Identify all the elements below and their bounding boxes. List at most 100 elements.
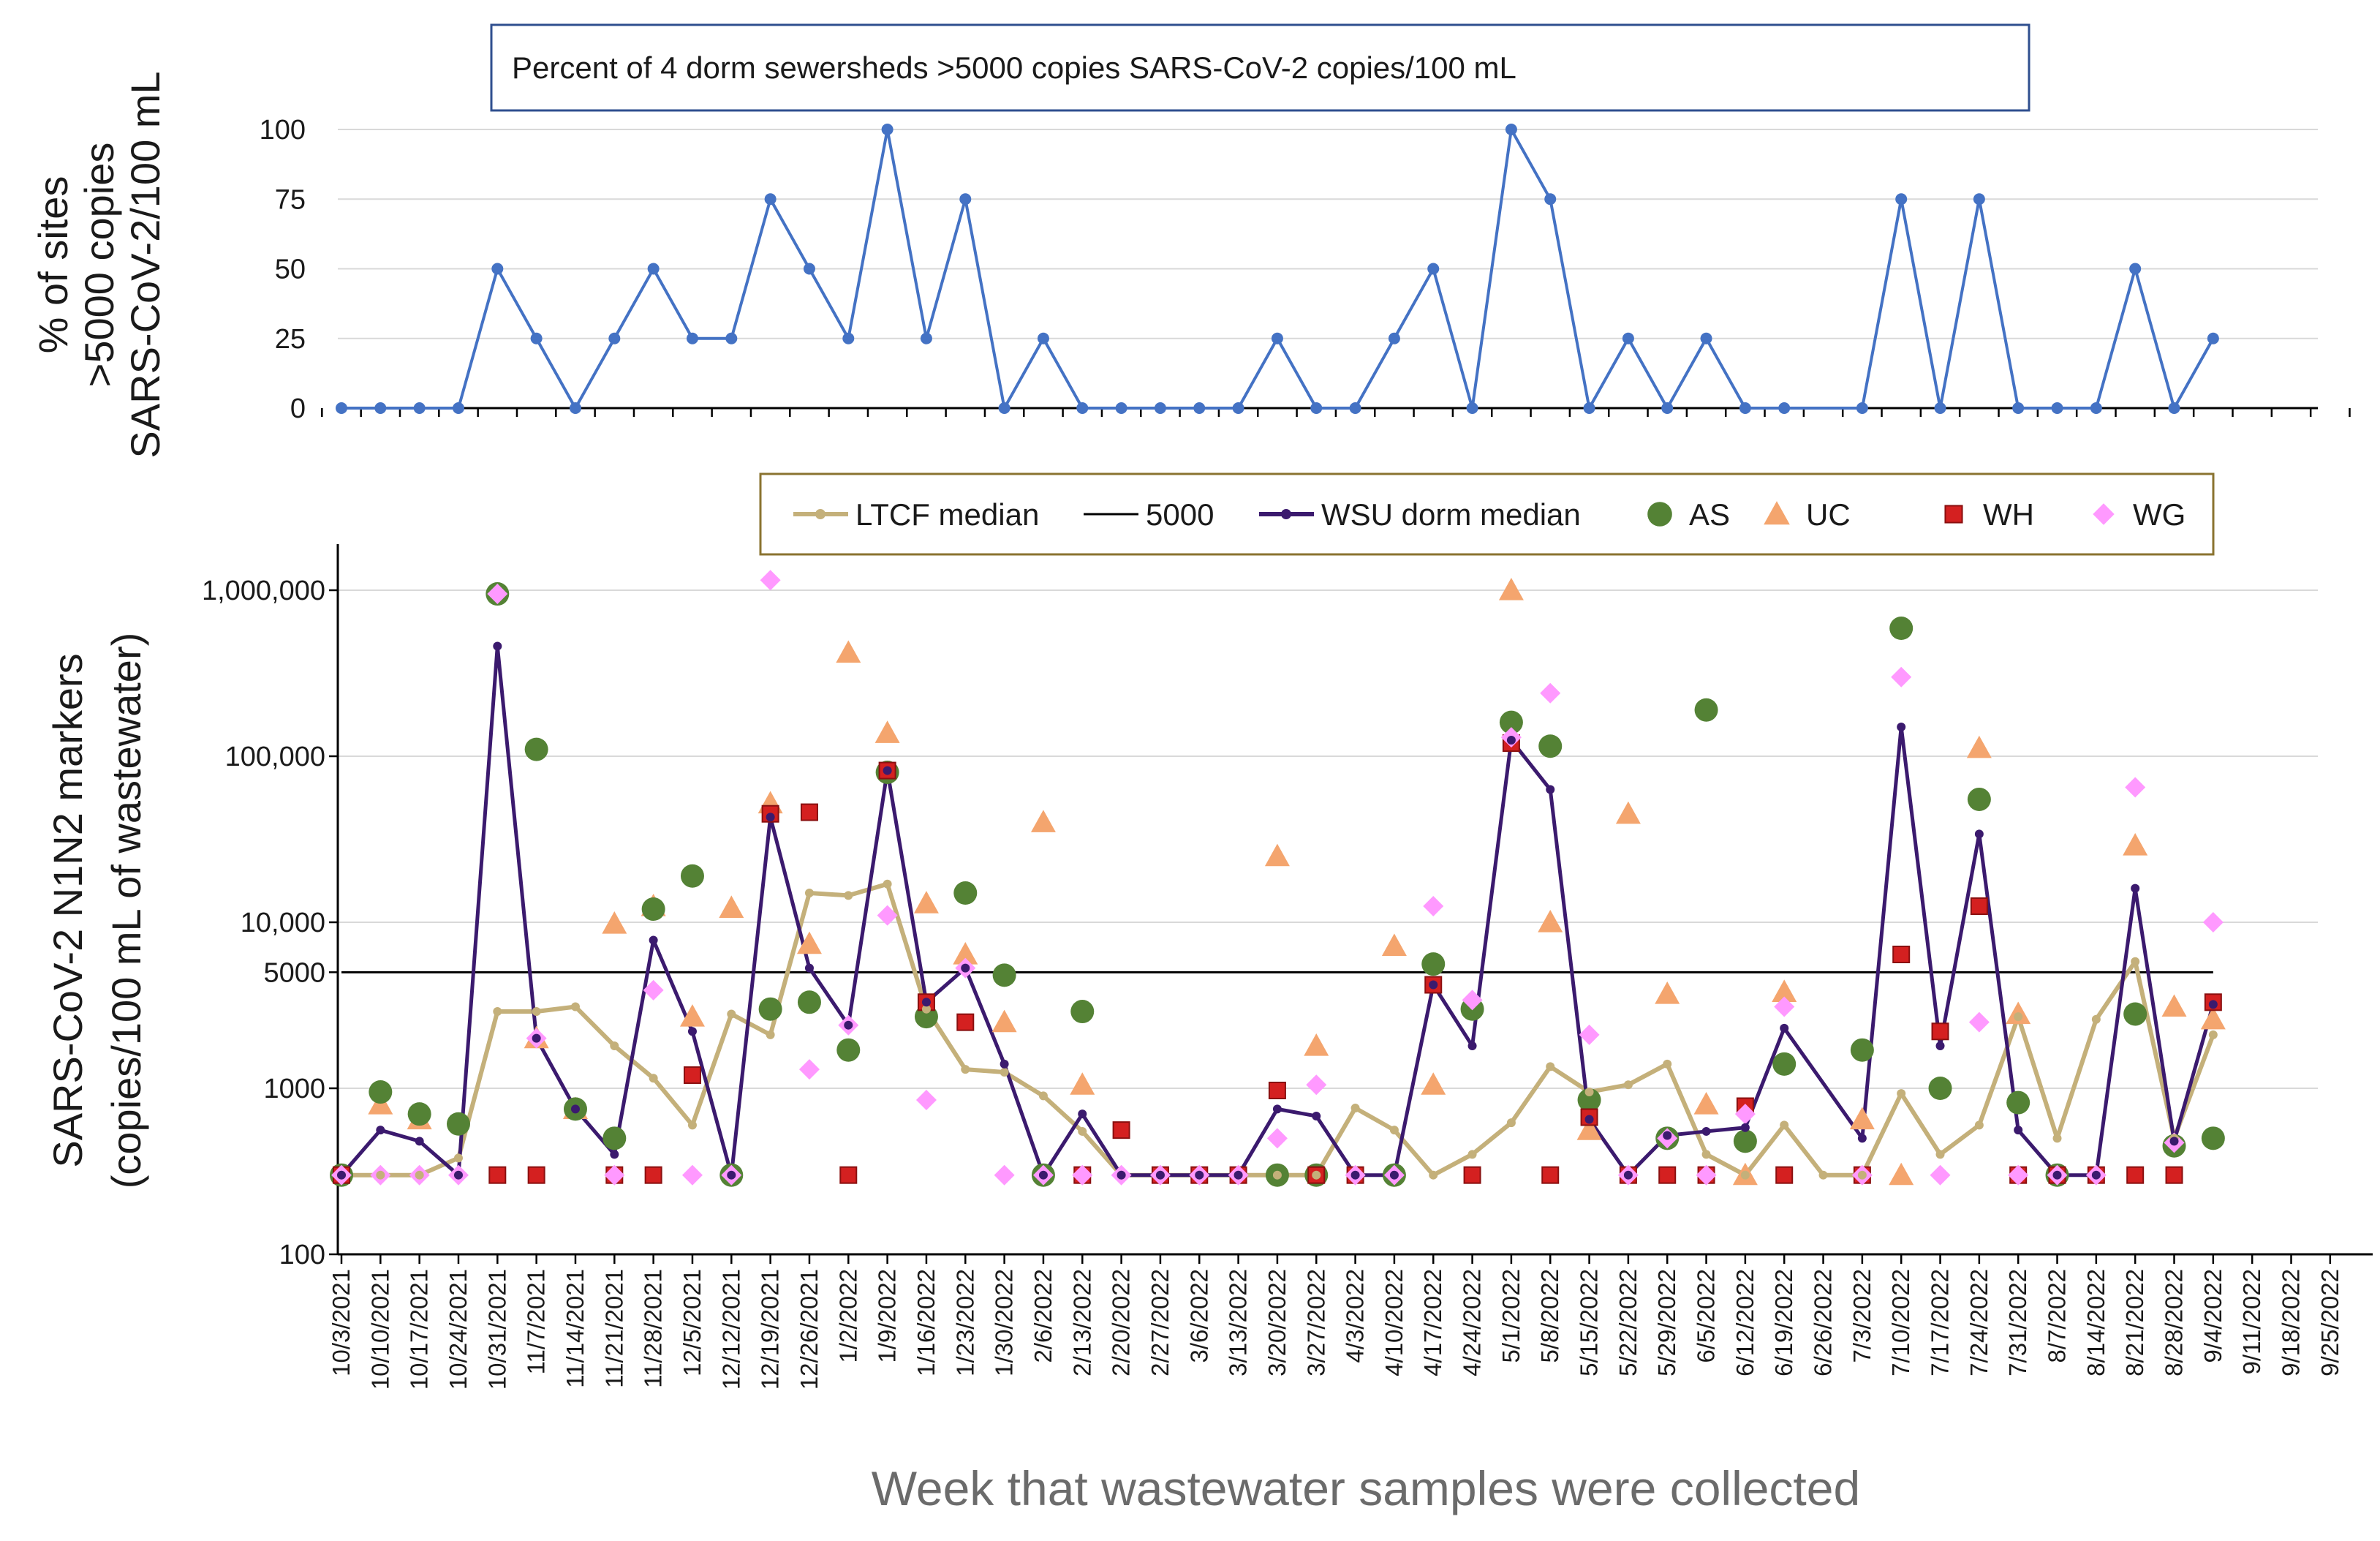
x-tick-label: 3/20/2022 [1263,1269,1291,1376]
percent-point [1622,332,1634,344]
percent-series [336,124,2219,414]
wg-point [1423,896,1444,917]
percent-point [2168,402,2180,414]
percent-point [608,332,621,344]
legend: LTCF median 5000 WSU dorm median AS UC WH WG [759,472,2215,556]
top-y-tick-label: 100 [260,115,306,146]
wh-point [2165,1166,2183,1184]
percent-point [881,124,894,135]
site-markers [330,570,2226,1187]
x-tick-label: 3/6/2022 [1185,1269,1212,1363]
as-point [1928,1077,1952,1100]
x-tick-label: 4/24/2022 [1459,1269,1486,1376]
wsu-dorm-median-point [687,1027,697,1036]
wg-point [760,570,781,591]
wg-point [1462,990,1483,1011]
ltcf-median-point [883,879,892,889]
uc-point [1381,933,1407,956]
legend-label: UC [1806,497,1851,532]
ltcf-median-point [1312,1170,1321,1180]
percent-point [530,332,543,344]
wsu-dorm-median-point [1155,1170,1165,1180]
as-point [2006,1090,2030,1115]
wg-point [604,1164,625,1186]
x-tick-label: 12/5/2021 [679,1269,706,1376]
uc-point [1030,810,1056,832]
as-point [369,1080,393,1104]
wg-point [1306,1074,1327,1096]
wg-point [1734,1104,1756,1125]
wg-point [2202,912,2224,932]
uc-point [953,941,978,965]
x-tick-label: 10/31/2021 [483,1269,510,1390]
wsu-dorm-median-point [1546,785,1555,794]
percent-point [1700,332,1712,344]
percent-point [1895,193,1908,206]
ltcf-median-point [2014,1012,2023,1022]
percent-point [1583,402,1595,414]
percent-point [842,332,855,344]
ltcf-median-point [961,1065,970,1074]
percent-point [413,402,426,414]
ltcf-median-point [1506,1118,1516,1128]
ltcf-median-point [649,1074,658,1083]
top-y-tick-label: 50 [275,255,306,285]
wsu-dorm-median-point [883,766,892,775]
x-tick-label: 9/4/2022 [2199,1269,2226,1363]
percent-point [1544,193,1557,206]
ltcf-median-point [1000,1068,1009,1077]
ltcf-median-point [804,889,814,898]
as-point [680,864,704,888]
wsu-dorm-median-point [2014,1126,2023,1135]
as-point [1889,617,1914,641]
ltcf-median-point [1818,1170,1828,1180]
ltcf-median-point [1078,1126,1087,1136]
wsu-dorm-median-point [1038,1170,1048,1180]
percent-point [1193,402,1206,414]
ltcf-median-point [2208,1030,2218,1039]
x-tick-label: 7/17/2022 [1927,1269,1954,1376]
ltcf-median-point [1623,1080,1633,1090]
wg-point [1696,1164,1717,1186]
x-tick-label: 10/3/2021 [328,1269,355,1376]
bottom-y-tick-label: 100 [279,1240,325,1270]
percent-point [725,332,738,344]
x-tick-label: 2/27/2022 [1146,1269,1174,1376]
percent-point [2207,332,2219,344]
uc-point [602,911,627,934]
wsu-dorm-median-point [844,1020,853,1030]
top-y-tick-labels: 0 25 50 75 100 [260,115,306,424]
x-tick-label: 7/31/2022 [2004,1269,2031,1376]
percent-point [686,332,698,344]
as-point [524,737,548,761]
bottom-ylabel-line-2: (copies/100 mL of wastewater) [103,633,149,1188]
wsu-dorm-median-point [1623,1170,1633,1180]
wg-point [915,1090,937,1111]
top-y-axis-title: % of sites >5000 copies SARS-CoV-2/100 m… [30,71,168,458]
uc-point [1849,1107,1875,1130]
bottom-y-tick-label: 1000 [263,1074,325,1104]
ltcf-median-point [532,1007,541,1017]
uc-point [1304,1033,1329,1056]
ltcf-median-point [1584,1088,1594,1097]
ltcf-median-point [1974,1120,1984,1130]
uc-point [1966,735,1992,758]
wsu-dorm-median-point [1272,1104,1282,1114]
x-tick-label: 7/3/2022 [1848,1269,1875,1363]
ltcf-median-point [2131,957,2140,966]
x-tick-label: 3/27/2022 [1302,1269,1329,1376]
percent-point [1076,402,1089,414]
legend-label: AS [1689,497,1730,532]
x-tick-label: 1/16/2022 [913,1269,940,1376]
uc-point [1772,979,1797,1002]
ltcf-median-point [921,1004,931,1014]
wsu-dorm-median-point [1195,1170,1204,1180]
wh-point [1541,1166,1560,1184]
ltcf-median-point [766,1030,775,1039]
uc-point [1498,578,1524,600]
bottom-y-axis-title: SARS-CoV-2 N1N2 markers (copies/100 mL o… [45,633,149,1188]
percent-point [764,193,777,206]
as-point [1070,1000,1095,1024]
wsu-dorm-median-point [337,1170,346,1180]
wg-point [1072,1164,1093,1186]
